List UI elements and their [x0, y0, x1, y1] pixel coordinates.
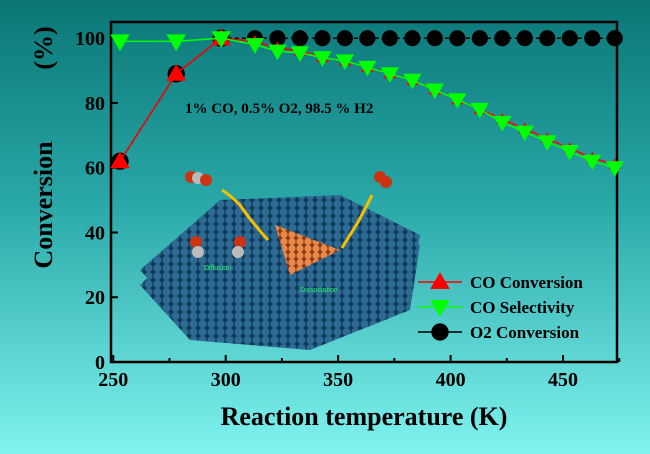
- x-tick-label: 400: [436, 369, 466, 391]
- data-point-circle: [291, 30, 308, 47]
- x-axis-label: Reaction temperature (K): [221, 402, 508, 431]
- y-tick-label: 100: [75, 28, 105, 50]
- data-point-triangle-up: [110, 151, 130, 169]
- data-point-triangle-down: [268, 44, 287, 61]
- data-point-circle: [539, 30, 556, 47]
- annotation: 1% CO, 0.5% O2, 98.5 % H2: [185, 101, 373, 117]
- y-tick-label: 60: [85, 158, 105, 180]
- y-tick-label: 80: [85, 93, 105, 115]
- data-point-circle: [561, 30, 578, 47]
- data-point-circle: [381, 30, 398, 47]
- data-point-circle: [431, 323, 449, 341]
- x-tick-label: 450: [548, 369, 578, 391]
- y-axis-label: Conversion: [29, 141, 58, 269]
- data-point-triangle-down: [211, 31, 231, 48]
- data-point-triangle-down: [313, 51, 332, 67]
- legend: CO Conversion CO Selectivity O2 Conversion: [418, 272, 583, 342]
- inset-label-diffusion: Diffusion: [204, 265, 231, 272]
- data-point-circle: [471, 30, 488, 47]
- y-tick-label: 20: [85, 287, 105, 309]
- data-point-triangle-down: [605, 161, 624, 177]
- catalyst-illustration: Diffusion Dissociation: [140, 171, 420, 350]
- data-point-triangle-down: [583, 154, 602, 171]
- data-point-triangle-down: [245, 38, 265, 54]
- legend-label: CO Conversion: [470, 273, 583, 292]
- data-point-circle: [606, 30, 623, 47]
- x-tick-label: 300: [211, 369, 241, 391]
- data-point-circle: [336, 30, 353, 47]
- data-point-circle: [404, 30, 421, 47]
- series-co-selectivity: [110, 31, 624, 177]
- data-point-circle: [584, 30, 601, 47]
- data-point-circle: [314, 30, 331, 47]
- legend-label: CO Selectivity: [470, 298, 575, 317]
- data-point-triangle-down: [515, 125, 534, 142]
- y-tick-label: 0: [95, 352, 105, 374]
- data-point-circle: [269, 30, 286, 47]
- x-tick-label: 250: [98, 369, 128, 391]
- data-point-triangle-up: [166, 64, 187, 81]
- plot-frame: [109, 20, 619, 364]
- series-co-conversion: [110, 28, 622, 169]
- data-point-triangle-down: [560, 145, 579, 161]
- data-point-circle: [359, 30, 376, 47]
- hexagon-surface-top: [140, 195, 420, 335]
- data-point-circle: [449, 30, 466, 47]
- inset-label-dissociation: Dissociation: [300, 287, 338, 294]
- data-point-triangle-down: [403, 73, 422, 90]
- data-point-triangle-down: [538, 135, 557, 151]
- y-axis-unit: (%): [29, 26, 58, 69]
- y-tick-label: 40: [85, 222, 105, 244]
- data-point-triangle-down: [380, 67, 399, 83]
- data-point-triangle-down: [448, 93, 467, 109]
- data-point-triangle-up: [430, 272, 450, 289]
- data-point-triangle-down: [493, 115, 512, 132]
- data-point-triangle-down: [358, 60, 377, 77]
- data-point-circle: [516, 30, 533, 47]
- data-point-triangle-down: [110, 34, 130, 52]
- legend-label: O2 Conversion: [470, 323, 580, 342]
- pt-cluster: [275, 225, 340, 275]
- series-o2-conversion: [111, 29, 623, 170]
- data-point-triangle-down: [470, 102, 489, 119]
- data-point-triangle-down: [166, 34, 187, 52]
- x-tick-label: 350: [323, 369, 353, 391]
- data-point-circle: [494, 30, 511, 47]
- data-point-triangle-down: [290, 46, 310, 62]
- data-point-triangle-down: [430, 300, 450, 317]
- data-point-triangle-down: [425, 83, 444, 100]
- series-line: [119, 37, 615, 162]
- data-point-triangle-down: [335, 54, 354, 70]
- data-point-circle: [426, 30, 443, 47]
